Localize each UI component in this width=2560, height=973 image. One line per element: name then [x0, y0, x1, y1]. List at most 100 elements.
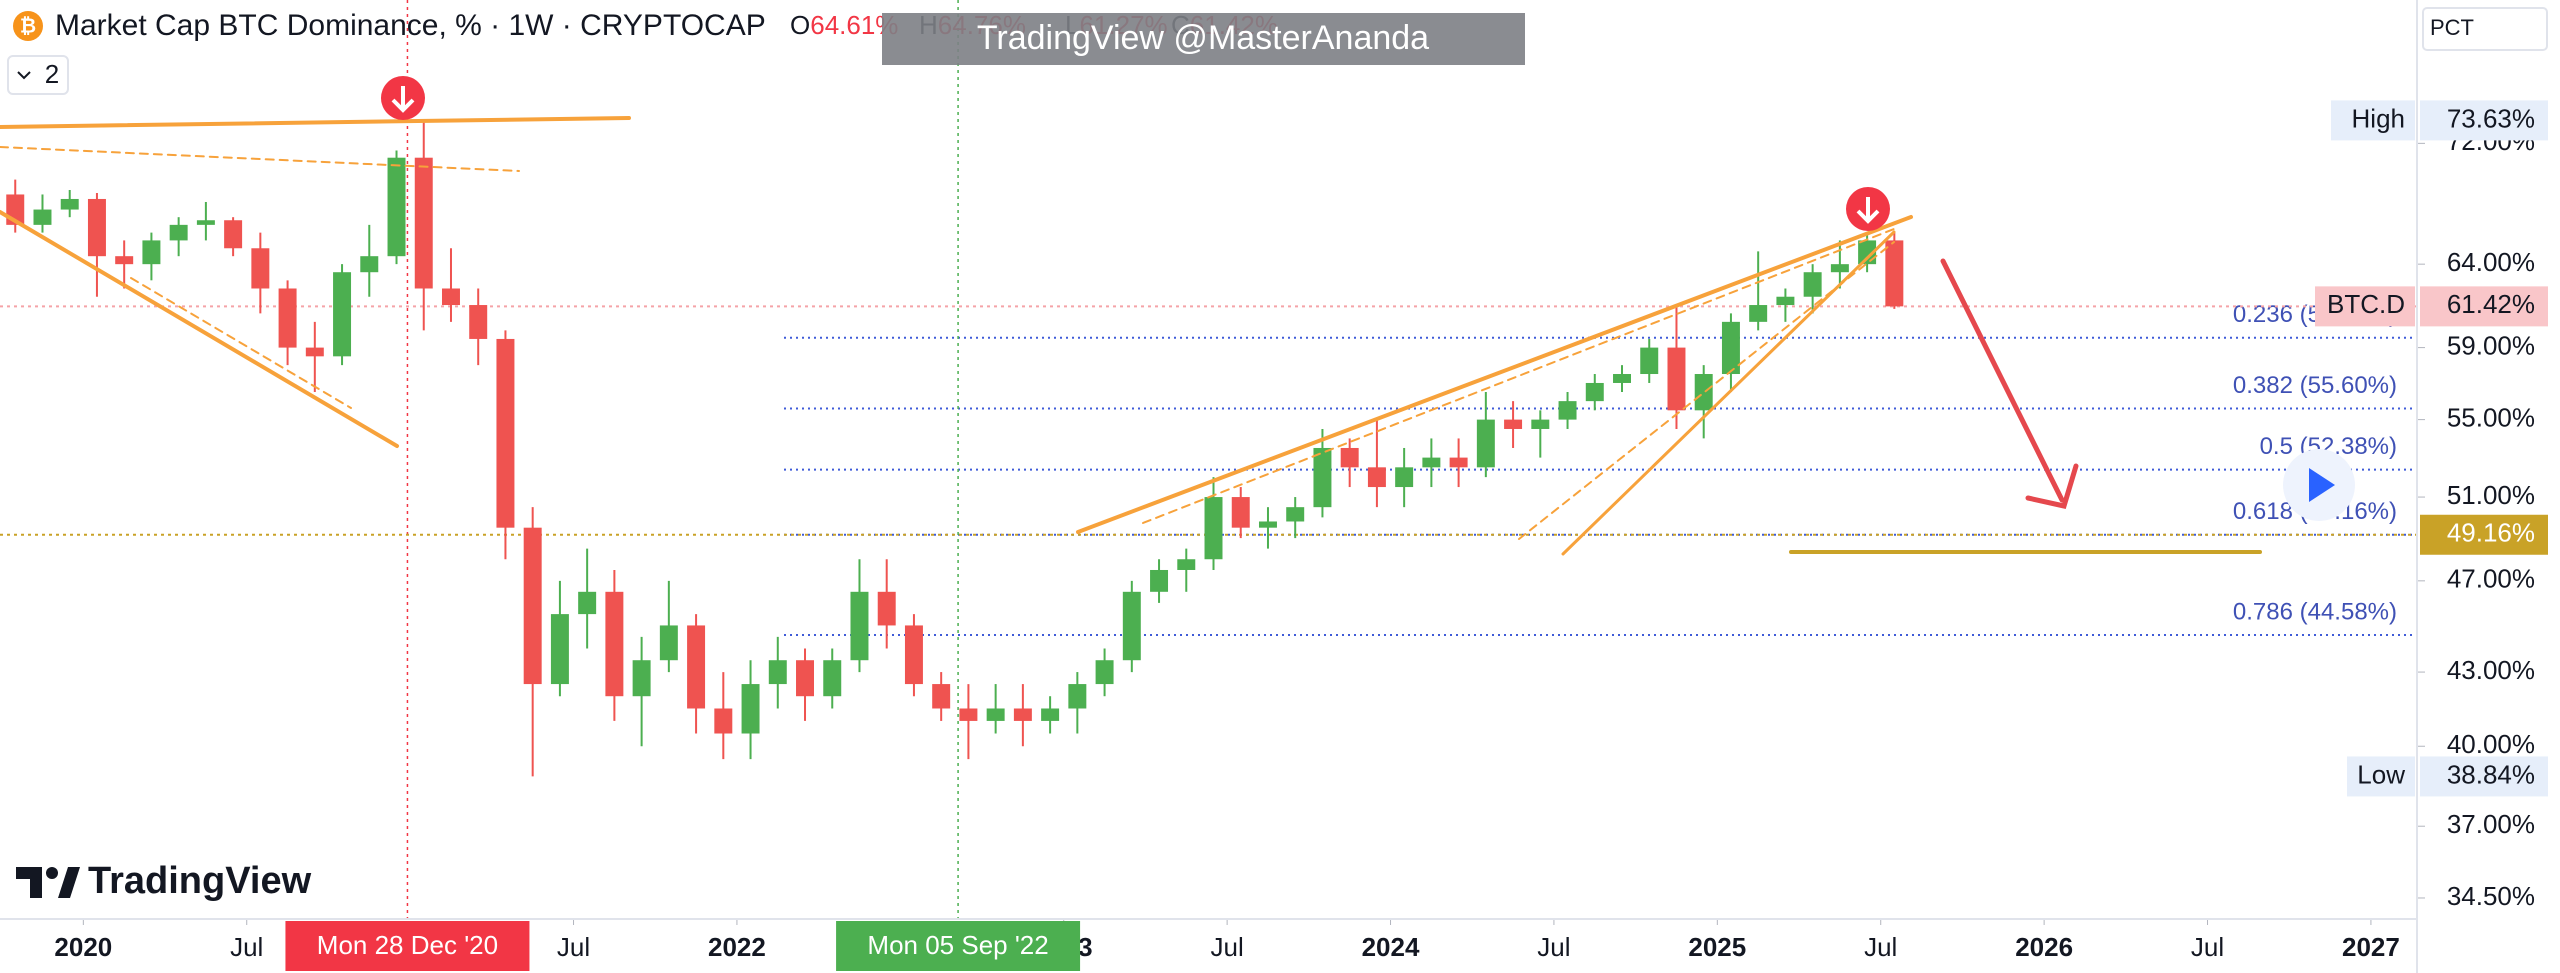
watermark-box	[882, 13, 1525, 65]
candle-body	[796, 660, 814, 697]
candle-body	[1721, 321, 1740, 375]
trend-line	[0, 146, 520, 172]
logo-text: TradingView	[88, 860, 312, 902]
crosshair-box	[836, 921, 1081, 971]
price-label-box	[2420, 514, 2548, 555]
x-tick-label: 2027	[2342, 932, 2400, 962]
candle-body	[823, 660, 842, 697]
candle-body	[1885, 240, 1904, 307]
ohlc-key: O	[790, 10, 810, 40]
candle-body	[1558, 401, 1577, 420]
price-name-box	[2331, 100, 2415, 141]
price-label-box	[2420, 756, 2548, 797]
candle-body	[1286, 507, 1305, 522]
candle-body	[224, 220, 243, 249]
trend-line	[0, 210, 399, 448]
candle-body	[1749, 305, 1768, 322]
crosshair-box	[285, 921, 530, 971]
candle-body	[605, 591, 624, 697]
y-tick-label: 40.00%	[2447, 729, 2535, 759]
trend-line	[1076, 215, 1913, 534]
candle-body	[986, 708, 1005, 721]
logo: TradingView	[16, 860, 312, 902]
fib-label: 0.786 (44.58%)	[2233, 598, 2397, 625]
y-tick-label: 34.50%	[2447, 881, 2535, 911]
drawings	[0, 116, 2262, 556]
y-tick-label: 59.00%	[2447, 330, 2535, 360]
candle-body	[932, 684, 951, 709]
candle-body	[1340, 447, 1359, 468]
candle-body	[741, 684, 760, 734]
candle-body	[1231, 497, 1250, 528]
candle-body	[169, 224, 188, 241]
price-label: 73.63%	[2447, 103, 2535, 133]
price-name: BTC.D	[2327, 289, 2405, 319]
candle-body	[850, 591, 869, 661]
scale-button[interactable]	[2422, 7, 2548, 51]
logo-mark	[58, 867, 80, 898]
candle-body	[1177, 559, 1196, 570]
candle-body	[87, 198, 106, 257]
candle-body	[1013, 708, 1032, 721]
candle-body	[1313, 447, 1332, 508]
candle-body	[523, 527, 542, 685]
x-tick-label: Jul	[230, 932, 263, 962]
x-tick-label: 2024	[1362, 932, 1420, 962]
y-tick-label: 55.00%	[2447, 402, 2535, 432]
candle-body	[1585, 382, 1604, 402]
y-tick-label: 64.00%	[2447, 247, 2535, 277]
indicator-toggle[interactable]	[7, 55, 69, 95]
arrow-head	[2025, 463, 2079, 509]
x-tick-label: 2025	[1688, 932, 1746, 962]
candle-body	[142, 240, 161, 265]
candle-body	[251, 248, 270, 289]
candle-body	[1694, 374, 1713, 411]
candle-body	[1504, 419, 1523, 429]
price-name-box	[2315, 286, 2415, 327]
candle-body	[1068, 684, 1087, 709]
indicator-count: 2	[45, 59, 59, 89]
arrow	[1940, 258, 2065, 503]
crosshair-label: Mon 28 Dec '20	[317, 930, 498, 960]
price-label-box	[2420, 286, 2548, 327]
price-name: High	[2352, 103, 2405, 133]
y-tick-label: 37.00%	[2447, 809, 2535, 839]
y-tick-label: 51.00%	[2447, 480, 2535, 510]
candle-body	[1776, 296, 1795, 306]
candle-body	[768, 660, 787, 685]
candle-body	[659, 625, 678, 661]
candle-body	[60, 198, 79, 210]
candle-body	[1667, 347, 1686, 411]
candle-body	[550, 614, 569, 685]
sell-marker-icon	[1856, 197, 1880, 224]
x-tick-label: 2026	[2015, 932, 2073, 962]
markers	[381, 76, 2355, 521]
candle-body	[305, 347, 324, 357]
x-tick-label: Jul	[557, 932, 590, 962]
y-tick-label: 43.00%	[2447, 655, 2535, 685]
candle-body	[578, 591, 597, 615]
back-layer: 0.236 (59.57%)0.382 (55.60%)0.5 (52.38%)…	[0, 0, 2417, 919]
x-tick-label: Jul	[2191, 932, 2224, 962]
trend-line	[0, 116, 631, 129]
x-tick-label: 2022	[708, 932, 766, 962]
price-name-box	[2347, 756, 2415, 797]
logo-mark	[46, 867, 58, 879]
price-label: 49.16%	[2447, 518, 2535, 548]
candle-body	[1395, 467, 1414, 488]
front-layer: 72.00%64.00%59.00%55.00%51.00%47.00%43.0…	[54, 100, 2548, 971]
price-label-box	[2420, 100, 2548, 141]
candle-body	[1613, 374, 1631, 383]
candle-body	[904, 625, 923, 685]
candle-body	[1640, 347, 1659, 375]
bitcoin-glyph: ₿	[20, 15, 36, 37]
candle-body	[1122, 591, 1141, 661]
candle-body	[632, 660, 651, 697]
trend-line	[1518, 241, 1895, 540]
candle-body	[877, 591, 896, 626]
candle-body	[1367, 467, 1386, 488]
candle-body	[278, 288, 297, 348]
candle-body	[1258, 521, 1277, 528]
candle-body	[1150, 569, 1169, 592]
